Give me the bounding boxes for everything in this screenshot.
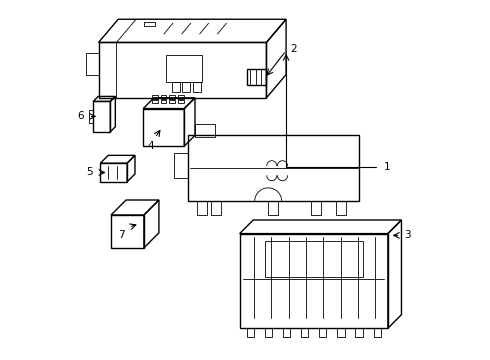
Bar [167,55,202,82]
Text: 2: 2 [291,44,297,54]
Bar [143,109,184,146]
Bar [111,215,144,248]
Bar [161,100,167,103]
Bar [265,241,363,277]
Bar [178,100,184,103]
Bar [197,202,207,215]
Bar [172,82,180,93]
Bar [161,95,167,99]
Bar [195,123,215,137]
Bar [182,82,190,93]
Bar [98,42,267,98]
Text: 1: 1 [384,162,390,172]
Bar [311,202,321,215]
Bar [211,202,221,215]
Bar [93,102,110,132]
Text: 6: 6 [77,111,84,121]
Bar [268,202,278,215]
Bar [247,69,267,85]
Bar [178,95,184,99]
Bar [336,202,346,215]
Text: 3: 3 [404,230,411,240]
Bar [152,95,158,99]
Text: 5: 5 [87,167,93,177]
Bar [100,163,127,182]
Bar [188,135,359,202]
Bar [169,95,175,99]
Text: 7: 7 [118,230,124,240]
Bar [152,100,158,103]
Text: 4: 4 [147,141,154,152]
Bar [240,234,388,328]
Bar [193,82,201,93]
Bar [169,100,175,103]
